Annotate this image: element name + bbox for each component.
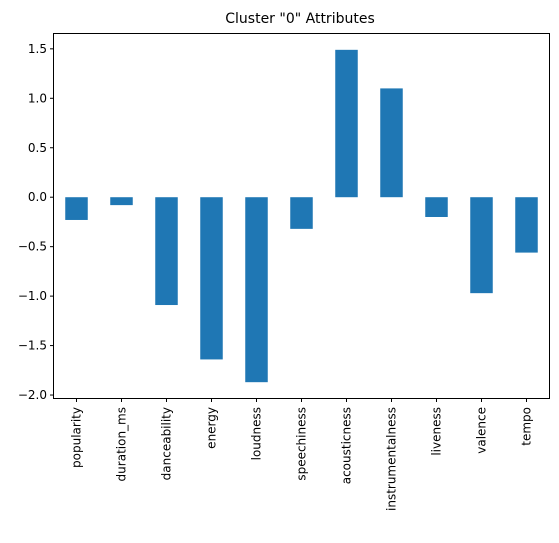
x-tick-label: tempo (520, 407, 534, 446)
bar-popularity (65, 197, 88, 220)
bar-instrumentalness (380, 88, 403, 198)
plot-area: popularity duration_ms danceability energy l… (18, 42, 538, 511)
y-tick-label: −2.0 (18, 388, 47, 402)
plot-frame (53, 33, 550, 399)
y-tick-label: −1.5 (18, 339, 47, 353)
x-tick-label: speechiness (295, 407, 309, 481)
y-tick-label: 1.0 (28, 91, 47, 105)
x-tick-label: popularity (70, 407, 84, 468)
bar-loudness (245, 197, 268, 383)
x-tick-label: acousticness (340, 407, 354, 484)
y-tick-label: 0.5 (28, 141, 47, 155)
x-tick-label: duration_ms (115, 407, 129, 481)
y-tick-label: −0.5 (18, 240, 47, 254)
x-tick-label: liveness (430, 407, 444, 456)
y-tick-label: 0.0 (28, 190, 47, 204)
bar-duration_ms (110, 197, 133, 206)
x-tick-label: danceability (160, 407, 174, 480)
bar-acousticness (335, 49, 358, 198)
x-tick-label: instrumentalness (385, 407, 399, 511)
y-tick-label: −1.0 (18, 289, 47, 303)
x-tick-label: loudness (250, 407, 264, 460)
bar-speechiness (290, 197, 313, 229)
bar-liveness (425, 197, 448, 217)
bar-valence (470, 197, 493, 294)
chart-title: Cluster "0" Attributes (225, 11, 375, 27)
y-tick-label: 1.5 (28, 42, 47, 56)
x-tick-label: valence (475, 407, 489, 454)
bar-tempo (515, 197, 538, 253)
bar-danceability (155, 197, 178, 306)
bar-energy (200, 197, 223, 360)
x-tick-label: energy (205, 407, 219, 449)
